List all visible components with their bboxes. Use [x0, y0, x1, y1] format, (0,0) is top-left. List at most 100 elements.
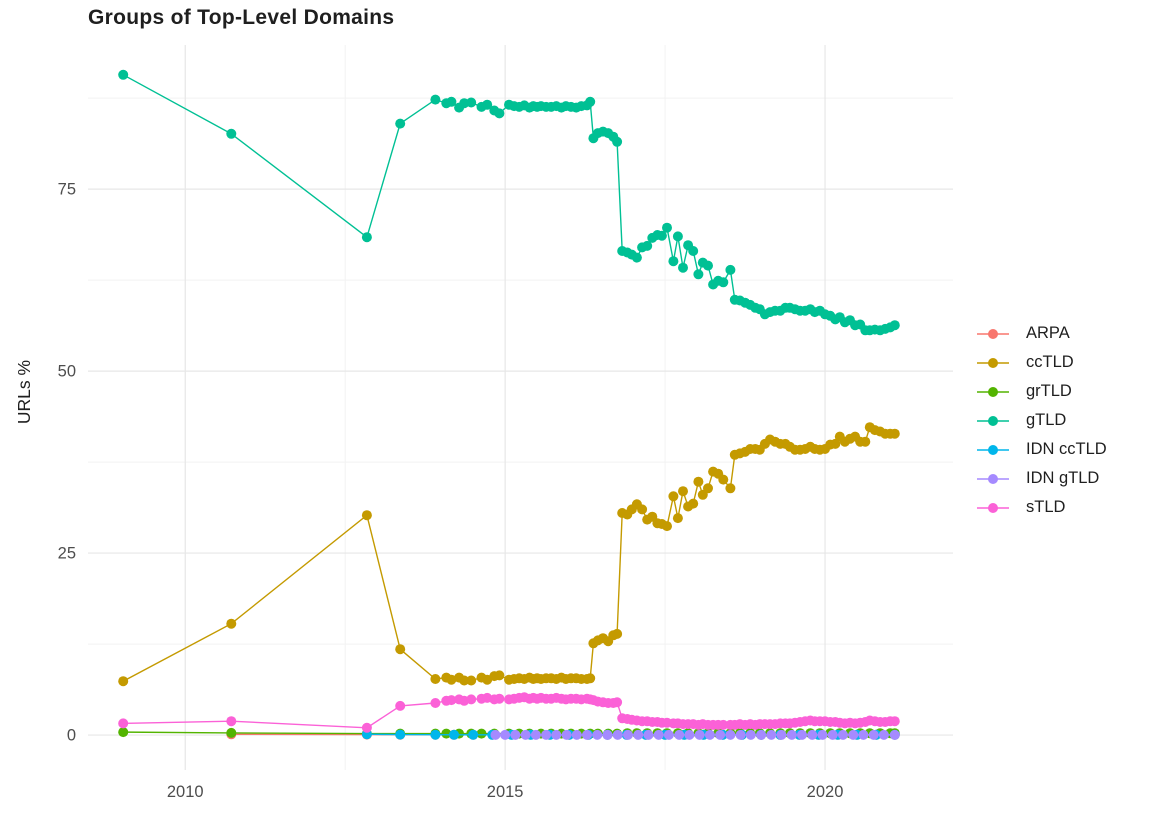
data-point-stld — [226, 716, 237, 727]
data-point-grtld — [441, 728, 452, 739]
data-point-gtld — [494, 108, 505, 119]
legend-key-icon-arpa — [977, 328, 1009, 339]
data-point-gtld — [612, 136, 623, 147]
legend-item-stld: sTLD — [976, 493, 1107, 522]
data-point-idn-gtld — [592, 729, 603, 740]
data-point-idn-gtld — [776, 729, 787, 740]
data-point-idn-gtld — [663, 729, 674, 740]
data-point-gtld — [678, 262, 688, 273]
data-point-gtld — [725, 264, 736, 275]
data-point-idn-gtld — [602, 729, 613, 740]
data-point-cctld — [668, 491, 679, 502]
data-point-cctld — [446, 674, 457, 685]
data-point-cctld — [725, 483, 736, 494]
legend-key-point — [988, 415, 998, 426]
data-point-idn-gtld — [674, 729, 685, 740]
legend-key-point — [988, 473, 998, 484]
legend-item-gtld: gTLD — [976, 406, 1107, 435]
data-point-gtld — [656, 230, 667, 241]
legend-label: gTLD — [1026, 411, 1067, 429]
data-point-cctld — [830, 438, 841, 449]
data-point-idn-gtld — [827, 729, 838, 740]
y-tick-label: 50 — [58, 363, 76, 381]
data-point-idn-gtld — [582, 729, 592, 740]
data-point-grtld — [118, 727, 129, 738]
data-point-cctld — [672, 513, 683, 524]
data-point-gtld — [672, 231, 683, 242]
data-point-gtld — [889, 320, 900, 331]
data-point-idn-cctld — [449, 729, 459, 740]
data-point-cctld — [637, 504, 648, 515]
data-point-idn-cctld — [468, 729, 479, 740]
legend-key-icon-cctld — [977, 357, 1009, 368]
data-point-idn-gtld — [510, 729, 521, 740]
series-line-gtld — [122, 74, 896, 332]
data-point-cctld — [612, 628, 623, 639]
data-point-stld — [446, 695, 457, 706]
data-point-gtld — [631, 252, 642, 263]
data-point-stld — [889, 716, 900, 727]
data-point-idn-gtld — [623, 729, 633, 740]
chart-title: Groups of Top-Level Domains — [88, 6, 395, 29]
data-point-idn-gtld — [745, 729, 756, 740]
data-point-cctld — [688, 498, 699, 509]
data-point-gtld — [585, 96, 596, 107]
legend-key-point — [988, 502, 998, 513]
data-point-grtld — [226, 727, 237, 738]
data-point-gtld — [693, 269, 704, 280]
legend-item-idn-gtld: IDN gTLD — [976, 464, 1107, 493]
legend-item-idn-cctld: IDN ccTLD — [976, 435, 1107, 464]
data-point-idn-gtld — [797, 729, 807, 740]
data-point-idn-gtld — [868, 729, 879, 740]
data-point-idn-gtld — [643, 729, 654, 740]
legend-label: IDN ccTLD — [1026, 440, 1107, 458]
data-point-gtld — [642, 240, 653, 251]
legend-item-cctld: ccTLD — [976, 348, 1107, 377]
data-point-cctld — [226, 618, 237, 629]
data-point-cctld — [459, 675, 470, 686]
data-point-idn-gtld — [694, 729, 705, 740]
data-point-gtld — [668, 256, 679, 267]
data-point-idn-gtld — [684, 729, 695, 740]
legend: ARPA ccTLD grTLD gTLD IDN ccTLD IDN gTLD sTLD — [976, 319, 1107, 522]
data-point-cctld — [118, 676, 129, 687]
data-point-idn-gtld — [848, 729, 859, 740]
y-tick-label: 75 — [58, 181, 76, 199]
series-line-cctld — [122, 426, 895, 682]
legend-key-point — [988, 444, 998, 455]
legend-label: ccTLD — [1026, 353, 1074, 371]
legend-key-icon-stld — [977, 502, 1009, 513]
data-point-idn-gtld — [715, 729, 726, 740]
data-point-gtld — [226, 128, 237, 139]
data-point-cctld — [703, 483, 713, 494]
data-point-gtld — [466, 97, 477, 108]
x-tick-label: 2010 — [167, 783, 204, 801]
data-point-idn-gtld — [551, 729, 562, 740]
data-point-gtld — [118, 69, 129, 80]
legend-item-arpa: ARPA — [976, 319, 1107, 348]
legend-item-grtld: grTLD — [976, 377, 1107, 406]
y-tick-label: 25 — [58, 545, 76, 563]
legend-label: grTLD — [1026, 382, 1072, 400]
data-point-cctld — [361, 510, 372, 521]
data-point-idn-gtld — [530, 729, 541, 740]
data-point-gtld — [688, 246, 699, 256]
data-point-cctld — [430, 674, 441, 684]
data-point-gtld — [703, 260, 713, 271]
data-point-stld — [430, 698, 441, 708]
data-point-idn-gtld — [735, 729, 746, 740]
data-point-cctld — [718, 474, 729, 485]
legend-label: ARPA — [1026, 324, 1070, 342]
data-point-idn-gtld — [541, 729, 552, 740]
x-tick-label: 2020 — [807, 783, 844, 801]
data-point-stld — [118, 718, 129, 729]
data-point-gtld — [430, 94, 441, 105]
data-point-cctld — [889, 428, 900, 439]
data-point-idn-gtld — [561, 729, 572, 740]
legend-key-icon-idn-cctld — [977, 444, 1009, 455]
data-point-idn-gtld — [490, 729, 501, 740]
data-point-idn-gtld — [878, 729, 889, 740]
data-point-gtld — [395, 118, 406, 129]
